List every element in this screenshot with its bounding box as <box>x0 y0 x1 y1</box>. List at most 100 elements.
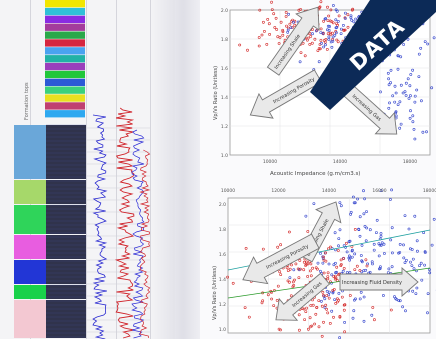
data-point <box>432 217 436 221</box>
data-point <box>349 14 353 18</box>
data-point <box>326 277 330 281</box>
data-point <box>324 17 328 20</box>
data-point <box>404 309 407 313</box>
data-point <box>331 38 335 41</box>
data-point <box>306 275 310 278</box>
data-point <box>379 243 383 247</box>
lithology-track <box>46 205 86 234</box>
formation-legend-swatch <box>45 7 85 16</box>
data-point <box>358 297 362 301</box>
tick-label: 12000 <box>271 188 285 194</box>
data-point <box>270 297 274 301</box>
data-point <box>382 252 386 255</box>
data-point <box>288 276 292 280</box>
data-point <box>430 86 434 90</box>
data-point <box>387 83 391 87</box>
data-point <box>426 292 430 296</box>
data-point <box>309 304 313 307</box>
zone-interval <box>14 300 46 338</box>
data-point <box>396 54 400 58</box>
data-point <box>289 294 293 298</box>
data-point <box>363 197 367 201</box>
data-point <box>338 201 342 205</box>
data-point <box>335 265 339 269</box>
formation-legend-swatch <box>45 62 85 71</box>
data-point <box>349 16 353 20</box>
section-label: Formation tops <box>24 82 30 120</box>
data-point <box>335 300 339 304</box>
data-point <box>309 262 313 266</box>
data-point <box>330 309 334 313</box>
lithology-track <box>46 180 86 204</box>
data-point <box>398 299 402 303</box>
data-point <box>331 290 335 294</box>
data-point <box>362 319 366 323</box>
data-point <box>320 334 324 338</box>
tick-label: 10000 <box>221 188 235 194</box>
data-point <box>365 264 369 268</box>
data-point <box>415 239 419 243</box>
data-point <box>423 263 427 267</box>
tick-label: 1.4 <box>221 95 228 101</box>
data-point <box>308 316 312 320</box>
data-point <box>338 314 342 318</box>
data-point <box>314 29 318 33</box>
data-point <box>272 12 276 16</box>
data-point <box>323 306 327 310</box>
data-point <box>411 68 415 72</box>
formation-legend-swatch <box>45 0 85 8</box>
data-point <box>389 238 393 242</box>
data-point <box>304 310 308 314</box>
data-point <box>348 258 352 262</box>
data-point <box>276 284 280 288</box>
x-axis-label: Acoustic Impedance (g.m/cm3.s) <box>270 171 360 177</box>
data-point <box>326 32 330 36</box>
data-point <box>389 308 393 312</box>
data-point <box>329 33 333 36</box>
data-point <box>288 267 292 271</box>
data-point <box>396 67 400 71</box>
data-point <box>364 268 368 272</box>
data-point <box>330 20 334 24</box>
data-point <box>331 35 335 39</box>
data-point <box>350 249 354 253</box>
data-point <box>342 28 346 32</box>
data-point <box>391 94 395 98</box>
data-point <box>388 198 392 201</box>
data-point <box>413 94 417 98</box>
tick-label: 1.0 <box>221 153 228 159</box>
data-point <box>432 36 436 40</box>
data-point <box>281 30 285 34</box>
zone-interval <box>14 180 46 204</box>
zone-interval <box>14 235 46 259</box>
porosity-curve <box>131 129 145 339</box>
data-point <box>286 279 290 283</box>
tick-label: 1.4 <box>219 277 226 283</box>
data-point <box>337 14 341 18</box>
data-point <box>365 226 369 230</box>
data-point <box>314 266 318 270</box>
data-point <box>411 289 415 293</box>
data-point <box>360 259 364 263</box>
data-point <box>231 281 235 285</box>
data-point <box>292 20 295 24</box>
data-point <box>322 320 325 324</box>
data-point <box>414 292 418 296</box>
data-point <box>426 311 429 315</box>
tick-label: 1.6 <box>219 252 226 258</box>
data-point <box>273 26 277 29</box>
data-point <box>321 31 325 35</box>
data-point <box>402 256 406 260</box>
data-point <box>305 306 309 310</box>
data-point <box>386 71 390 75</box>
data-point <box>370 313 374 317</box>
data-point <box>267 22 271 26</box>
data-point <box>327 28 331 32</box>
data-point <box>238 43 242 47</box>
data-point <box>375 218 379 222</box>
data-point <box>263 29 266 33</box>
data-point <box>353 252 357 256</box>
data-point <box>388 101 391 105</box>
data-point <box>310 41 314 45</box>
arrow-increasing-fluid-density: Increasing Fluid Density <box>339 267 419 297</box>
